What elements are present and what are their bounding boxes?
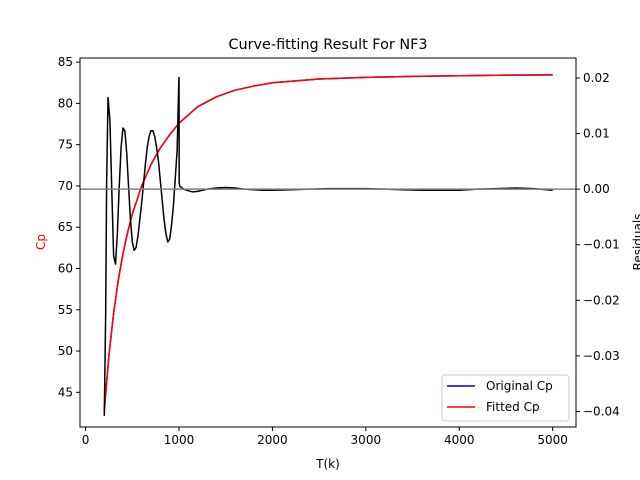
- y-left-tick-label: 55: [58, 303, 73, 317]
- x-tick-label: 1000: [164, 433, 195, 447]
- y-left-tick-label: 50: [58, 344, 73, 358]
- y-right-tick-label: −0.02: [583, 293, 620, 307]
- y-left-tick-label: 70: [58, 179, 73, 193]
- y-left-tick-label: 80: [58, 96, 73, 110]
- x-axis: 0 1000 2000 3000 4000 5000: [82, 427, 568, 447]
- legend-label-original-cp: Original Cp: [486, 379, 553, 393]
- y-right-tick-label: 0.02: [583, 71, 610, 85]
- y-right-tick-label: 0.00: [583, 182, 610, 196]
- plot-area: [80, 74, 576, 416]
- y-right-tick-label: −0.03: [583, 349, 620, 363]
- chart-title: Curve-fitting Result For NF3: [228, 37, 427, 53]
- y-axis-left-label: Cp: [34, 234, 48, 250]
- x-tick-label: 4000: [444, 433, 475, 447]
- y-left-tick-label: 45: [58, 385, 73, 399]
- y-right-tick-label: −0.04: [583, 404, 620, 418]
- y-left-tick-label: 75: [58, 138, 73, 152]
- y-right-tick-label: 0.01: [583, 127, 610, 141]
- x-axis-label: T(k): [315, 457, 340, 471]
- x-tick-label: 5000: [537, 433, 568, 447]
- x-tick-label: 0: [82, 433, 90, 447]
- y-axis-right-label: Residuals: [631, 214, 640, 271]
- x-tick-label: 3000: [351, 433, 382, 447]
- y-left-tick-label: 60: [58, 262, 73, 276]
- y-axis-left: 45 50 55 60 65 70 75 80 85: [58, 55, 80, 399]
- x-tick-label: 2000: [257, 433, 288, 447]
- plot-frame: [79, 57, 577, 428]
- legend-label-fitted-cp: Fitted Cp: [486, 400, 540, 414]
- y-axis-right: −0.04 −0.03 −0.02 −0.01 0.00 0.01 0.02: [576, 71, 620, 418]
- y-right-tick-label: −0.01: [583, 238, 620, 252]
- y-left-tick-label: 65: [58, 220, 73, 234]
- legend: Original Cp Fitted Cp: [441, 374, 570, 422]
- series-layer: [80, 74, 576, 416]
- y-left-tick-label: 85: [58, 55, 73, 69]
